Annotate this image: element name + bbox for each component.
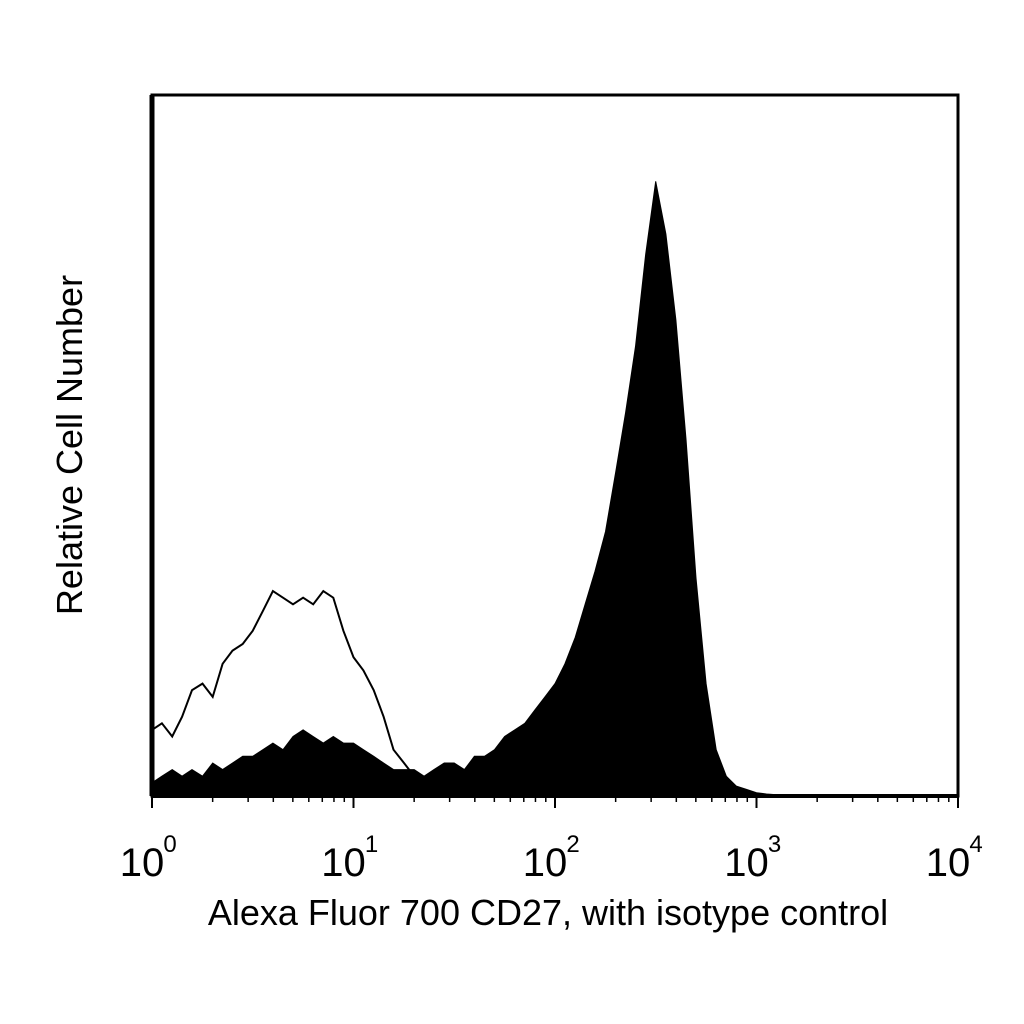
x-tick-base: 10 [724,841,769,885]
x-tick-base: 10 [523,841,568,885]
filled-histogram-series [151,181,958,797]
x-tick-base: 10 [926,841,971,885]
x-tick-base: 10 [120,841,165,885]
x-axis-label: Alexa Fluor 700 CD27, with isotype contr… [208,892,888,933]
x-tick-exponent: 3 [768,831,781,858]
x-tick-label: 10 2 [523,831,580,885]
series-layer [151,181,958,797]
y-axis-label: Relative Cell Number [49,275,90,615]
plot-area [149,93,960,808]
x-ticks [151,796,959,808]
x-tick-label: 10 0 [120,831,177,885]
x-tick-exponent: 2 [566,831,579,858]
x-tick-label: 10 4 [926,831,983,885]
outline-histogram-series [151,589,445,784]
x-tick-label: 10 3 [724,831,781,885]
x-tick-exponent: 0 [163,831,176,858]
x-tick-base: 10 [321,841,366,885]
x-tick-exponent: 1 [365,831,378,858]
x-tick-exponent: 4 [969,831,982,858]
x-tick-label: 10 1 [321,831,378,885]
x-tick-labels: 10 0 10 1 10 2 10 3 10 4 [120,831,983,885]
plot-frame [150,93,960,798]
